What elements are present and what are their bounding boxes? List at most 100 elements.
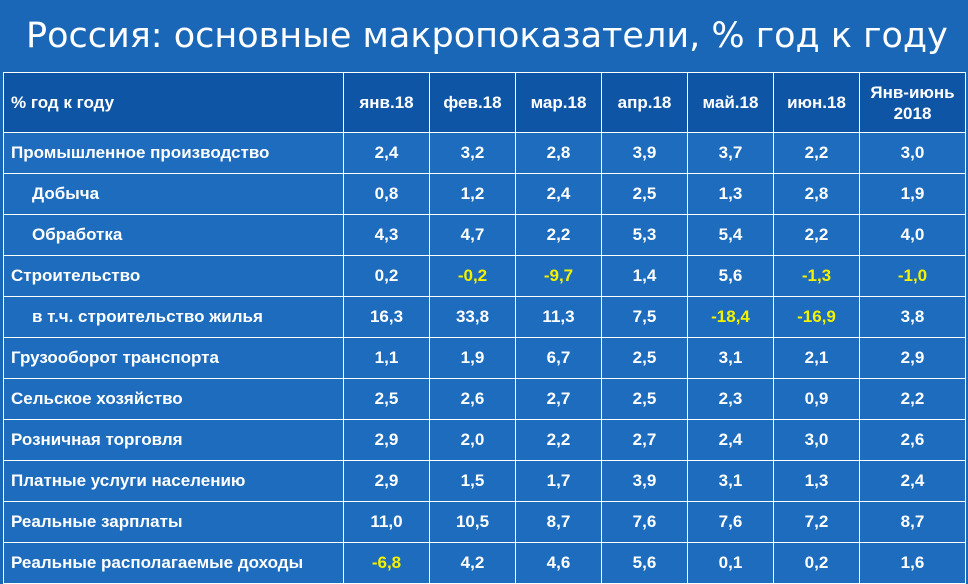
table-row: Реальные располагаемые доходы -6,8 4,2 4,6 5… (3, 542, 966, 584)
value-cell: 4,2 (429, 542, 516, 584)
value-cell: -16,9 (773, 296, 860, 338)
value-cell: 2,5 (601, 173, 688, 215)
table-row: в т.ч. строительство жилья 16,3 33,8 11,3 7,… (3, 296, 966, 338)
value-cell: 1,4 (601, 255, 688, 297)
value-cell: 7,5 (601, 296, 688, 338)
table-row: Промышленное производство 2,4 3,2 2,8 3,9 3,7… (3, 132, 966, 174)
row-label: Розничная торговля (3, 419, 344, 461)
header-label-cell: % год к году (3, 72, 344, 133)
value-cell: 2,8 (773, 173, 860, 215)
column-header-total: Янв-июнь 2018 (859, 72, 966, 133)
value-cell: 1,9 (859, 173, 966, 215)
value-cell: 3,2 (429, 132, 516, 174)
value-cell: 2,4 (515, 173, 602, 215)
value-cell: 2,2 (773, 214, 860, 256)
value-cell: 11,0 (343, 501, 430, 543)
value-cell: 1,1 (343, 337, 430, 379)
value-cell: -1,3 (773, 255, 860, 297)
row-label: в т.ч. строительство жилья (3, 296, 344, 338)
value-cell: 2,9 (343, 419, 430, 461)
column-header: мар.18 (515, 72, 602, 133)
value-cell: -6,8 (343, 542, 430, 584)
value-cell: 33,8 (429, 296, 516, 338)
value-cell: -18,4 (687, 296, 774, 338)
value-cell: 2,5 (601, 337, 688, 379)
row-label: Реальные располагаемые доходы (3, 542, 344, 584)
value-cell: 0,8 (343, 173, 430, 215)
row-label: Грузооборот транспорта (3, 337, 344, 379)
value-cell: 3,1 (687, 460, 774, 502)
value-cell: 2,9 (343, 460, 430, 502)
value-cell: 1,2 (429, 173, 516, 215)
value-cell: 7,6 (687, 501, 774, 543)
value-cell: 2,6 (429, 378, 516, 420)
value-cell: 1,5 (429, 460, 516, 502)
table-header-row: % год к году янв.18 фев.18 мар.18 апр.18… (3, 72, 966, 133)
row-label: Обработка (3, 214, 344, 256)
value-cell: 7,2 (773, 501, 860, 543)
table-body: Промышленное производство 2,4 3,2 2,8 3,9 3,7… (3, 132, 966, 584)
value-cell: 5,6 (601, 542, 688, 584)
value-cell: 2,2 (515, 214, 602, 256)
row-label: Платные услуги населению (3, 460, 344, 502)
value-cell: 2,2 (515, 419, 602, 461)
table-row: Обработка 4,3 4,7 2,2 5,3 5,4 2,2 4,0 (3, 214, 966, 256)
value-cell: 0,9 (773, 378, 860, 420)
table-row: Реальные зарплаты 11,0 10,5 8,7 7,6 7,6 7,2 8,7 (3, 501, 966, 543)
value-cell: 2,5 (601, 378, 688, 420)
value-cell: 2,0 (429, 419, 516, 461)
value-cell: 8,7 (859, 501, 966, 543)
value-cell: 2,9 (859, 337, 966, 379)
row-label: Добыча (3, 173, 344, 215)
value-cell: 4,0 (859, 214, 966, 256)
value-cell: 1,9 (429, 337, 516, 379)
value-cell: 2,6 (859, 419, 966, 461)
column-header: май.18 (687, 72, 774, 133)
value-cell: 5,4 (687, 214, 774, 256)
table-row: Розничная торговля 2,9 2,0 2,2 2,7 2,4 3,0 2,6 (3, 419, 966, 461)
macro-indicators-table: % год к году янв.18 фев.18 мар.18 апр.18… (3, 72, 966, 584)
value-cell: 3,0 (859, 132, 966, 174)
value-cell: 5,6 (687, 255, 774, 297)
column-header: янв.18 (343, 72, 430, 133)
row-label: Промышленное производство (3, 132, 344, 174)
value-cell: 0,2 (343, 255, 430, 297)
value-cell: -1,0 (859, 255, 966, 297)
value-cell: 16,3 (343, 296, 430, 338)
value-cell: 10,5 (429, 501, 516, 543)
table-row: Добыча 0,8 1,2 2,4 2,5 1,3 2,8 1,9 (3, 173, 966, 215)
value-cell: 3,0 (773, 419, 860, 461)
value-cell: 3,1 (687, 337, 774, 379)
value-cell: 2,7 (515, 378, 602, 420)
table-row: Грузооборот транспорта 1,1 1,9 6,7 2,5 3,1 2,1… (3, 337, 966, 379)
column-header: апр.18 (601, 72, 688, 133)
table-row: Платные услуги населению 2,9 1,5 1,7 3,9 3,1 1… (3, 460, 966, 502)
value-cell: 2,1 (773, 337, 860, 379)
value-cell: 0,1 (687, 542, 774, 584)
value-cell: 11,3 (515, 296, 602, 338)
value-cell: 2,7 (601, 419, 688, 461)
value-cell: 4,7 (429, 214, 516, 256)
value-cell: 8,7 (515, 501, 602, 543)
value-cell: 2,8 (515, 132, 602, 174)
value-cell: 2,3 (687, 378, 774, 420)
value-cell: 2,4 (859, 460, 966, 502)
value-cell: 5,3 (601, 214, 688, 256)
row-label: Строительство (3, 255, 344, 297)
table-row: Сельское хозяйство 2,5 2,6 2,7 2,5 2,3 0,9 2,2 (3, 378, 966, 420)
value-cell: 1,3 (687, 173, 774, 215)
value-cell: 1,7 (515, 460, 602, 502)
value-cell: -9,7 (515, 255, 602, 297)
value-cell: 4,6 (515, 542, 602, 584)
value-cell: 4,3 (343, 214, 430, 256)
row-label: Сельское хозяйство (3, 378, 344, 420)
value-cell: 2,2 (773, 132, 860, 174)
value-cell: 6,7 (515, 337, 602, 379)
value-cell: 2,4 (687, 419, 774, 461)
value-cell: 3,9 (601, 460, 688, 502)
row-label: Реальные зарплаты (3, 501, 344, 543)
column-header: июн.18 (773, 72, 860, 133)
value-cell: 1,3 (773, 460, 860, 502)
column-header: фев.18 (429, 72, 516, 133)
value-cell: 3,7 (687, 132, 774, 174)
